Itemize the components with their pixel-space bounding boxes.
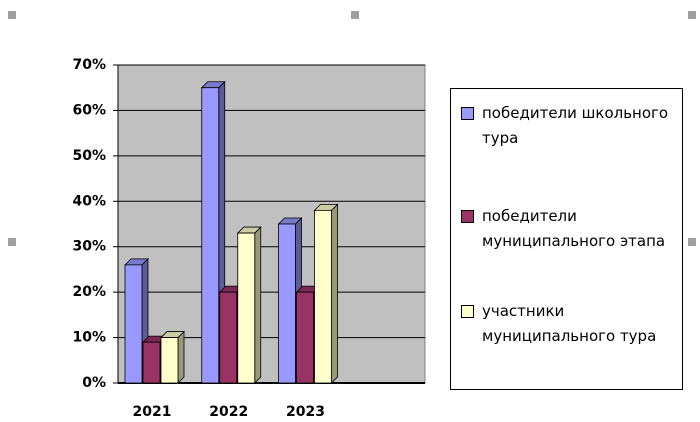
bar xyxy=(124,264,143,384)
handle xyxy=(351,11,359,19)
x-tick-label: 2022 xyxy=(209,404,248,420)
y-tick-label: 60% xyxy=(72,102,106,118)
handle xyxy=(688,238,696,246)
bar-side xyxy=(177,330,185,384)
bar xyxy=(278,223,296,384)
bar-side xyxy=(331,203,338,384)
legend-swatch xyxy=(461,305,474,318)
y-tick-label: 50% xyxy=(72,148,106,164)
legend-entry: победители школьного тура xyxy=(461,101,676,151)
x-tick-label: 2023 xyxy=(286,404,325,420)
bar xyxy=(160,337,179,384)
y-tick-label: 70% xyxy=(72,57,106,73)
legend-entry: победители муниципального этапа xyxy=(461,204,676,254)
bar xyxy=(314,209,332,384)
legend-label: участники муниципального тура xyxy=(482,302,657,345)
y-tick-label: 30% xyxy=(72,239,106,255)
legend-swatch xyxy=(461,107,474,120)
y-tick-label: 0% xyxy=(82,375,106,391)
bar xyxy=(237,232,256,384)
plot-area xyxy=(117,64,426,384)
legend-label: победители муниципального этапа xyxy=(482,207,666,250)
bar xyxy=(296,291,314,384)
legend-swatch xyxy=(461,210,474,223)
legend-label: победители школьного тура xyxy=(482,104,669,147)
bar-side xyxy=(254,226,262,384)
x-tick-label: 2021 xyxy=(133,404,172,420)
y-tick-label: 40% xyxy=(72,193,106,209)
bar xyxy=(201,87,220,384)
bar xyxy=(219,291,238,384)
bar xyxy=(142,341,161,384)
handle xyxy=(688,11,696,19)
y-tick-label: 10% xyxy=(72,330,106,346)
y-tick-label: 20% xyxy=(72,284,106,300)
handle xyxy=(8,238,16,246)
legend-entry: участники муниципального тура xyxy=(461,299,676,349)
handle xyxy=(8,11,16,19)
legend: победители школьного тура победители муни… xyxy=(450,88,683,390)
